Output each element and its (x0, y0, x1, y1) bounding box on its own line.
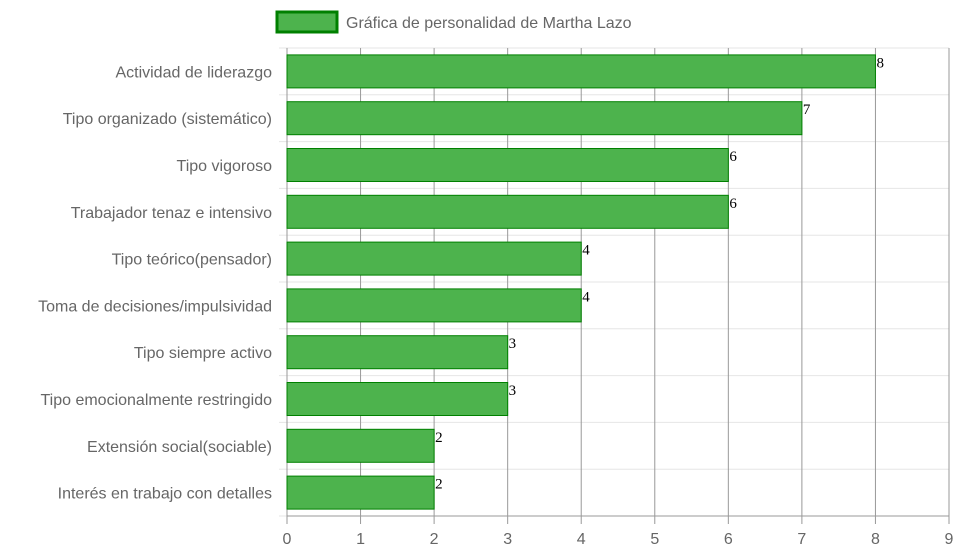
x-tick-label: 6 (724, 531, 733, 548)
legend-swatch (275, 10, 339, 34)
data-label: 6 (729, 149, 737, 165)
category-label: Actividad de liderazgo (115, 64, 272, 81)
data-label: 2 (435, 477, 443, 493)
category-label: Tipo vigoroso (177, 158, 273, 175)
category-label: Toma de decisiones/impulsividad (38, 298, 272, 315)
bar[interactable] (286, 101, 803, 136)
x-tick-label: 1 (356, 531, 365, 548)
bar[interactable] (286, 54, 876, 89)
bar[interactable] (286, 335, 509, 370)
x-tick-label: 4 (577, 531, 586, 548)
data-label: 8 (876, 55, 884, 71)
category-label: Interés en trabajo con detalles (58, 486, 272, 503)
data-label: 3 (509, 336, 516, 352)
data-labels: 8 7 6 6 4 4 3 3 2 2 (435, 55, 884, 492)
bar[interactable] (286, 241, 582, 276)
x-tick-label: 0 (283, 531, 292, 548)
category-labels: Actividad de liderazgo Tipo organizado (s… (38, 64, 272, 502)
legend[interactable]: Gráfica de personalidad de Martha Lazo (275, 10, 632, 34)
bar[interactable] (286, 288, 582, 323)
category-label: Tipo organizado (sistemático) (63, 111, 272, 128)
bar[interactable] (286, 475, 435, 510)
bars (286, 54, 876, 510)
x-tick-label: 7 (797, 531, 806, 548)
bar[interactable] (286, 428, 435, 463)
x-tick-label: 8 (871, 531, 880, 548)
category-label: Tipo emocionalmente restringido (40, 392, 272, 409)
data-label: 4 (582, 289, 590, 305)
data-label: 6 (729, 196, 737, 212)
category-label: Trabajador tenaz e intensivo (71, 205, 272, 222)
bar[interactable] (286, 382, 509, 416)
category-label: Extensión social(sociable) (87, 439, 272, 456)
category-label: Tipo siempre activo (134, 345, 272, 362)
x-axis-ticks: 0 1 2 3 4 5 6 7 8 9 (283, 531, 954, 548)
bar[interactable] (286, 194, 729, 229)
x-tick-label: 2 (430, 531, 439, 548)
data-label: 4 (582, 243, 590, 259)
x-tick-label: 3 (503, 531, 512, 548)
data-label: 7 (803, 102, 811, 118)
x-tick-label: 9 (945, 531, 954, 548)
data-label: 2 (435, 430, 443, 446)
legend-label: Gráfica de personalidad de Martha Lazo (346, 15, 632, 32)
bar[interactable] (286, 148, 729, 182)
data-label: 3 (509, 383, 516, 399)
category-label: Tipo teórico(pensador) (112, 252, 272, 269)
x-tick-label: 5 (650, 531, 659, 548)
